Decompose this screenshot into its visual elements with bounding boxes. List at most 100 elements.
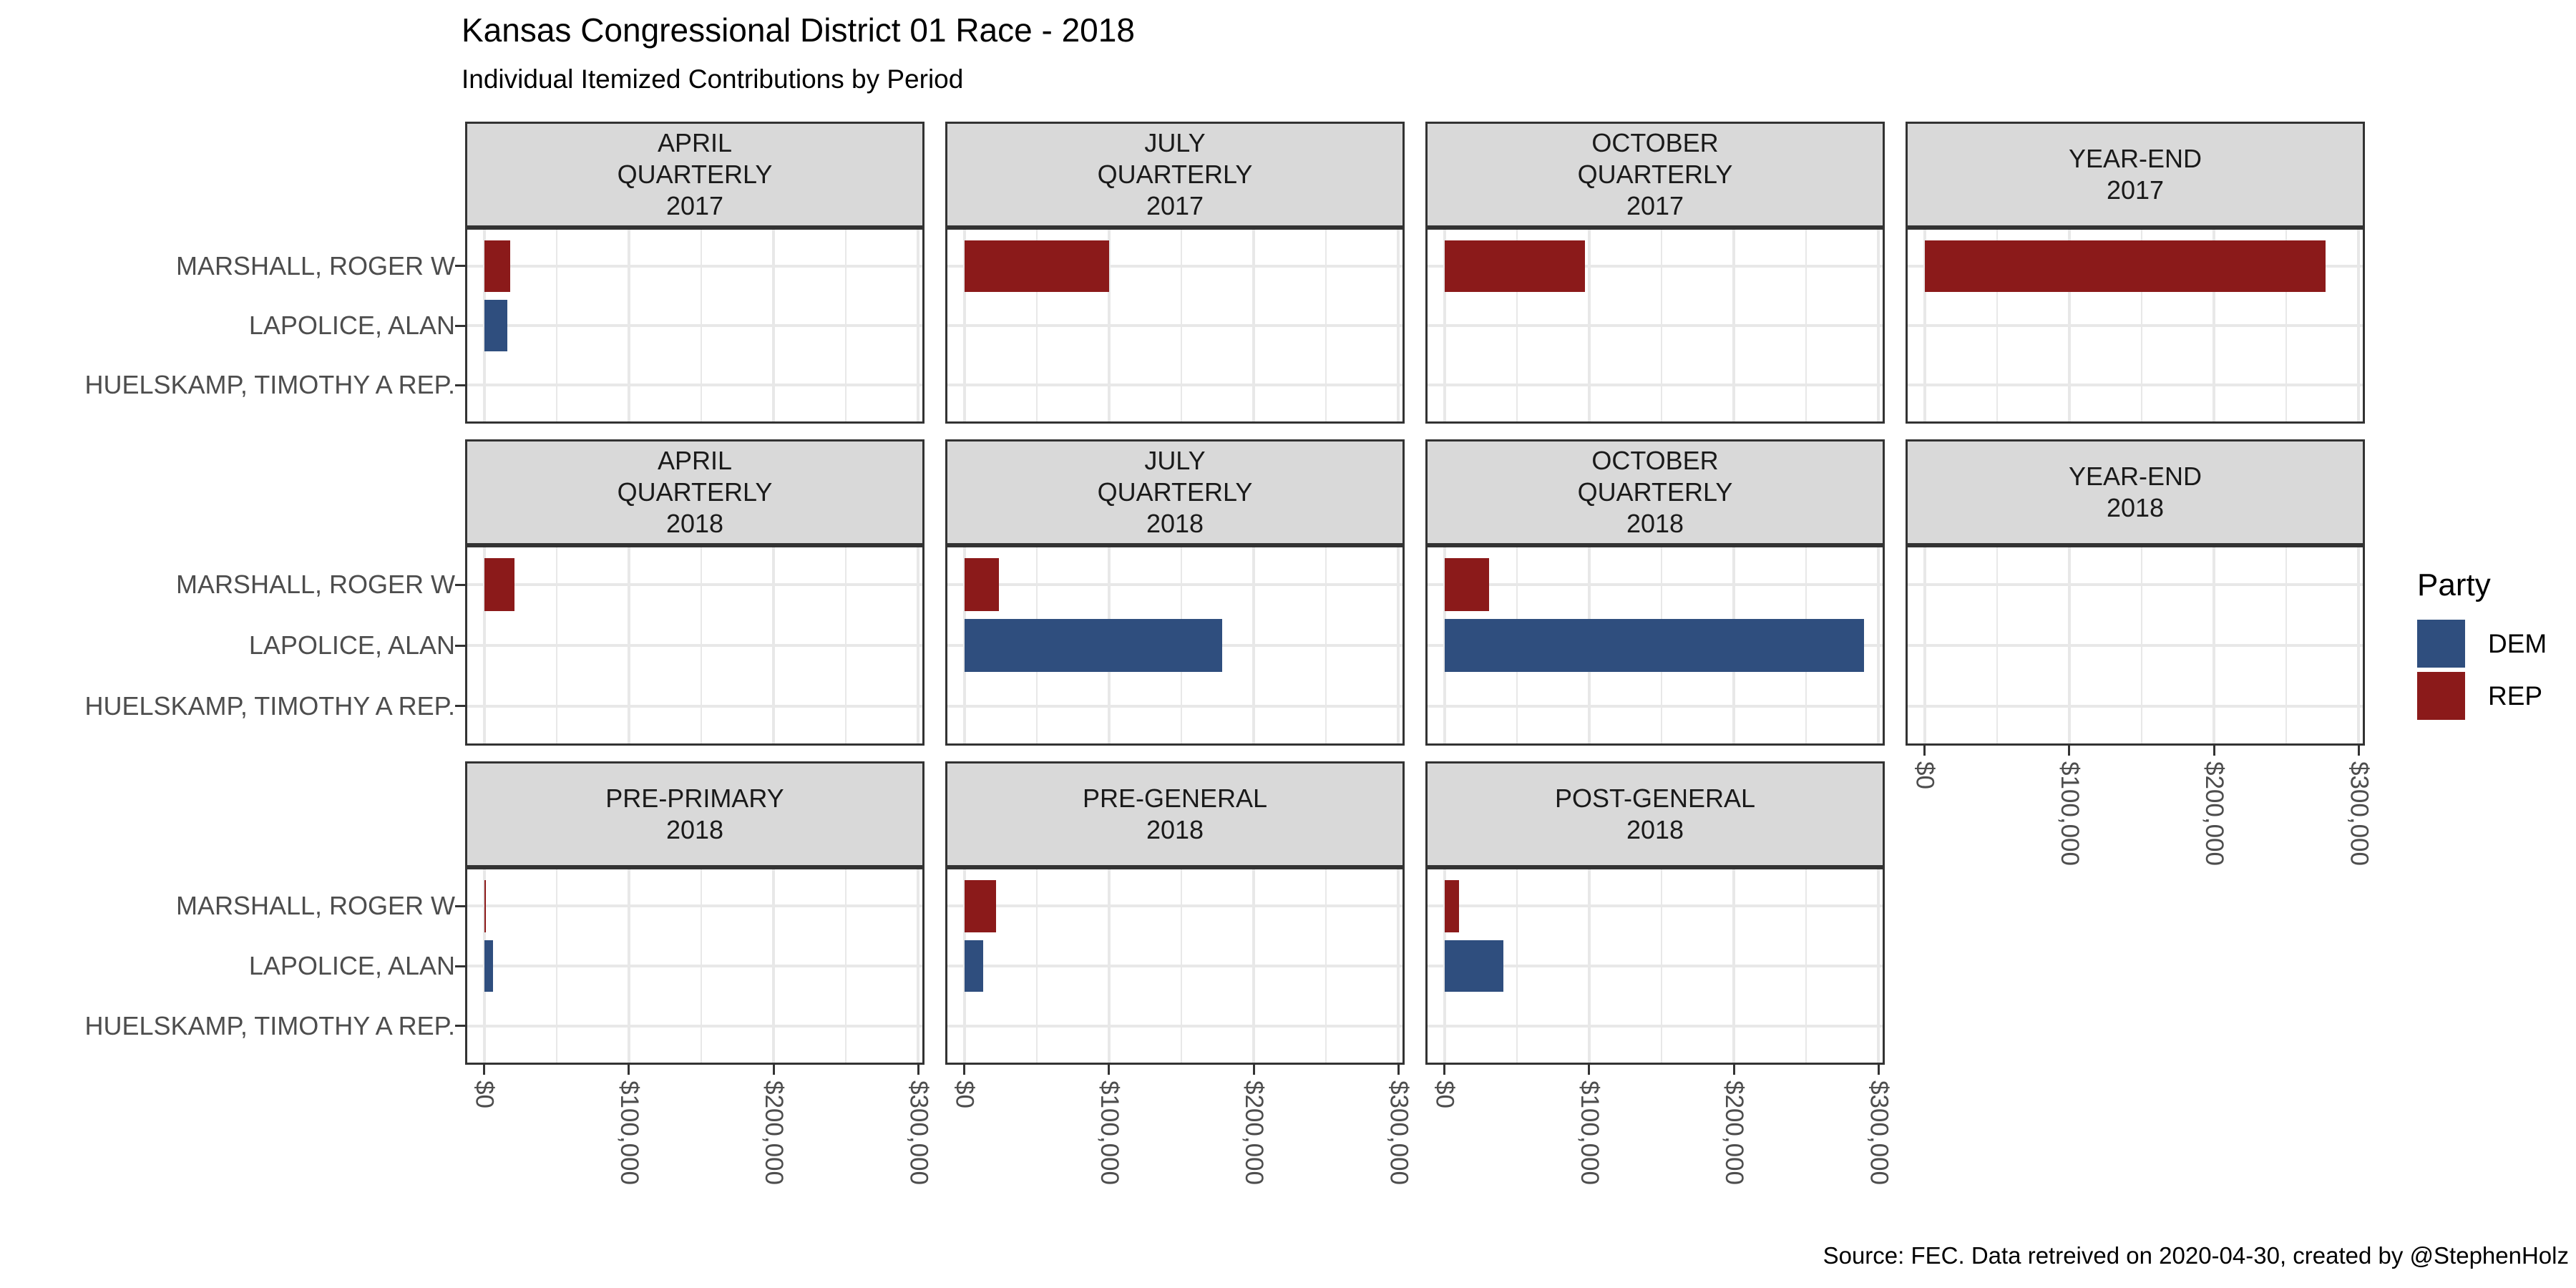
facet-strip-label: APRIL (657, 446, 733, 475)
gridline-major-h (467, 324, 922, 327)
facet-strip-label: 2018 (1146, 509, 1204, 538)
facet-strip-label: QUARTERLY (1577, 477, 1733, 507)
gridline-major-h (1428, 264, 1883, 268)
facet-strip: OCTOBER QUARTERLY 2017 (1425, 122, 1885, 228)
x-axis-tick (628, 1065, 630, 1075)
x-axis-tick (1877, 1065, 1880, 1075)
legend-item: REP (2417, 672, 2575, 720)
y-axis-label: LAPOLICE, ALAN (248, 311, 455, 340)
y-axis-label: LAPOLICE, ALAN (248, 951, 455, 980)
x-tick-label: $300,000 (904, 1080, 933, 1185)
facet-strip-label: OCTOBER (1591, 128, 1719, 157)
y-axis-tick (455, 384, 465, 386)
facet-strip-label: 2017 (665, 191, 724, 220)
y-axis-label: MARSHALL, ROGER W (175, 570, 455, 600)
gridline-major-h (467, 644, 922, 647)
gridline-major-h (1428, 904, 1883, 908)
x-tick-label: $100,000 (1095, 1080, 1123, 1185)
facet-strip: JULY QUARTERLY 2017 (945, 122, 1405, 228)
legend-item: DEM (2417, 620, 2575, 668)
gridline-major-h (467, 904, 922, 908)
facet-strip-label: QUARTERLY (1097, 160, 1253, 189)
y-axis-tick (455, 324, 465, 327)
bar-rep (1444, 240, 1585, 293)
y-axis-tick (455, 705, 465, 708)
bar-rep (1444, 558, 1490, 612)
gridline-major-h (1428, 324, 1883, 327)
x-axis-tick (2068, 746, 2071, 756)
bar-rep (964, 558, 1000, 612)
facet-strip: POST-GENERAL 2018 (1425, 761, 1885, 867)
x-axis-tick (1732, 1065, 1735, 1075)
x-tick-label: $0 (470, 1080, 499, 1108)
legend-label: DEM (2488, 628, 2547, 658)
x-tick-label: $300,000 (1865, 1080, 1893, 1185)
x-tick-label: $200,000 (1240, 1080, 1269, 1185)
bar-rep (484, 558, 514, 612)
legend-swatch-dem (2417, 620, 2465, 668)
x-axis-tick (2212, 746, 2215, 756)
facet-strip: APRIL QUARTERLY 2018 (465, 439, 924, 545)
bar-dem (484, 299, 507, 352)
gridline-major-h (1428, 583, 1883, 587)
gridline-major-h (1908, 384, 2363, 387)
facet-strip-label: 2018 (2106, 493, 2165, 522)
facet-strip: YEAR-END 2018 (1906, 439, 2365, 545)
gridline-major-h (1908, 324, 2363, 327)
gridline-major-h (467, 384, 922, 387)
facet-strip-label: QUARTERLY (1577, 160, 1733, 189)
chart-caption: Source: FEC. Data retreived on 2020-04-3… (1823, 1242, 2569, 1269)
chart-subtitle: Individual Itemized Contributions by Per… (462, 64, 964, 94)
gridline-major-h (467, 704, 922, 708)
gridline-major-h (467, 1024, 922, 1028)
bar-rep (964, 879, 997, 932)
gridline-major-h (947, 384, 1402, 387)
x-axis-tick (1443, 1065, 1446, 1075)
facet-strip: PRE-GENERAL 2018 (945, 761, 1405, 867)
bar-dem (964, 940, 983, 992)
facet-strip-label: 2017 (2106, 175, 2165, 205)
y-axis-tick (455, 583, 465, 586)
gridline-major-h (467, 965, 922, 967)
gridline-major-h (947, 583, 1402, 587)
facet-strip-label: YEAR-END (2068, 144, 2202, 173)
x-axis-tick (1588, 1065, 1591, 1075)
y-axis-label: HUELSKAMP, TIMOTHY A REP. (84, 1010, 455, 1040)
x-tick-label: $100,000 (1575, 1080, 1604, 1185)
bar-dem (1444, 619, 1865, 672)
facet-strip: YEAR-END 2017 (1906, 122, 2365, 228)
facet-strip-label: QUARTERLY (617, 477, 773, 507)
legend-label: REP (2488, 680, 2543, 711)
y-axis-label: HUELSKAMP, TIMOTHY A REP. (84, 370, 455, 400)
legend: Party DEM REP (2417, 567, 2575, 724)
facet-strip-label: 2018 (1626, 815, 1684, 844)
facet-strip: APRIL QUARTERLY 2017 (465, 122, 924, 228)
x-axis-tick (1252, 1065, 1255, 1075)
gridline-major-h (1908, 704, 2363, 708)
facet-strip-label: 2018 (1626, 509, 1684, 538)
gridline-major-h (467, 583, 922, 587)
chart-title: Kansas Congressional District 01 Race - … (462, 11, 1135, 49)
bar-dem (1444, 940, 1504, 992)
legend-items: DEM REP (2417, 620, 2575, 720)
y-axis-label: MARSHALL, ROGER W (175, 250, 455, 280)
gridline-major-h (1908, 644, 2363, 647)
y-axis-tick (455, 965, 465, 967)
x-tick-label: $0 (950, 1080, 979, 1108)
x-tick-label: $300,000 (1385, 1080, 1413, 1185)
x-axis-tick (1923, 746, 1926, 756)
gridline-major-h (947, 1024, 1402, 1028)
gridline-major-h (947, 904, 1402, 908)
y-axis-label: LAPOLICE, ALAN (248, 630, 455, 660)
bar-rep (1924, 240, 2326, 293)
facet-strip-label: PRE-PRIMARY (605, 784, 784, 813)
gridline-major-h (947, 264, 1402, 268)
x-tick-label: $100,000 (615, 1080, 643, 1185)
gridline-major-h (947, 324, 1402, 327)
x-axis-tick (1397, 1065, 1400, 1075)
facet-strip: JULY QUARTERLY 2018 (945, 439, 1405, 545)
y-axis-label: MARSHALL, ROGER W (175, 891, 455, 921)
facet-strip-label: PRE-GENERAL (1082, 784, 1268, 813)
facet-strip-label: QUARTERLY (617, 160, 773, 189)
